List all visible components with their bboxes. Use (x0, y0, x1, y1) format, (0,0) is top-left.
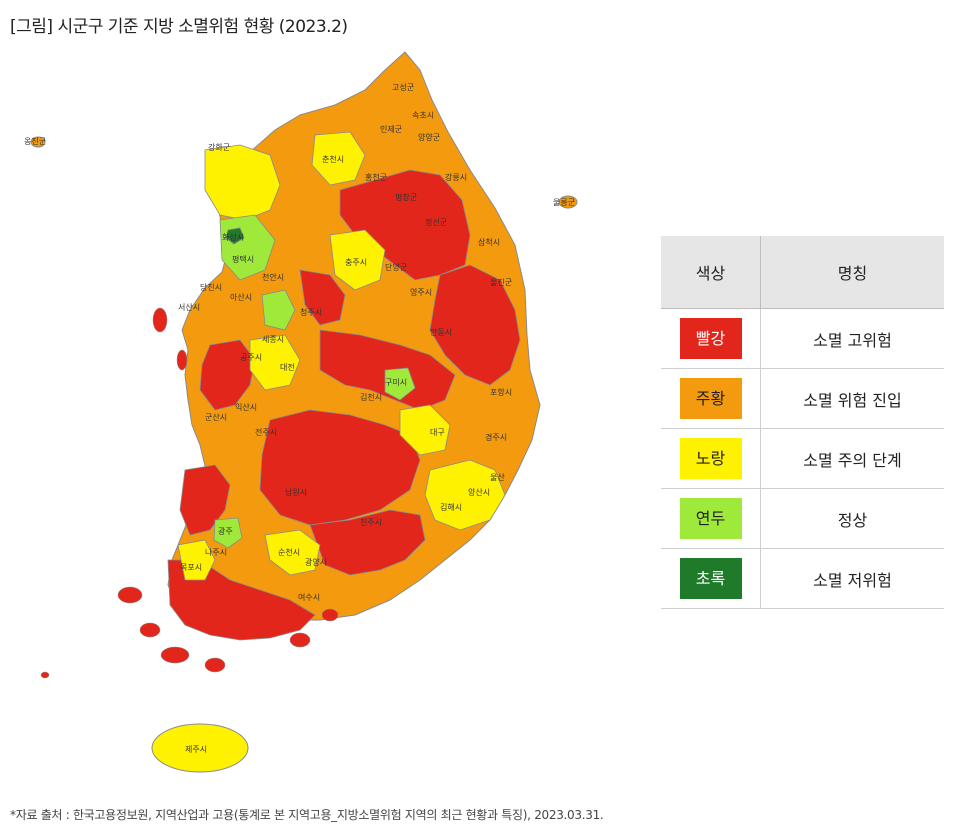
region-gumi (384, 367, 416, 401)
label-yeosu: 여수시 (298, 592, 320, 602)
region-chungbuk-north (299, 269, 346, 326)
label-jeju: 제주시 (185, 745, 207, 754)
page-title: [그림] 시군구 기준 지방 소멸위험 현황 (2023.2) (10, 17, 348, 37)
region-baengnyeong (30, 136, 46, 148)
legend-swatch-cell: 초록 (661, 548, 761, 609)
korea-risk-map: 춘천시 홍천군 인제군 고성군 속초시 양양군 강릉시 평창군 정선군 삼척시 … (24, 51, 578, 773)
legend-swatch: 초록 (679, 558, 742, 599)
label-ulleung: 울릉군 (553, 198, 575, 207)
label-pyeongtaek: 평택시 (232, 254, 254, 264)
legend-name: 소멸 고위험 (760, 308, 944, 369)
label-sokcho: 속초시 (412, 111, 434, 120)
label-jeongseon: 정선군 (425, 217, 447, 227)
label-gimcheon: 김천시 (360, 392, 382, 402)
label-chungju: 충주시 (345, 258, 367, 267)
region-chungbuk-central (329, 229, 386, 291)
legend-swatch: 주황 (679, 378, 742, 419)
legend-swatch-cell: 연두 (661, 488, 761, 549)
region-chuncheon (311, 131, 366, 186)
label-ulsan: 울산 (490, 472, 505, 482)
region-jeju (151, 723, 249, 773)
legend-swatch: 노랑 (679, 438, 742, 479)
region-hwaseong (225, 227, 245, 245)
label-sejong: 세종시 (262, 335, 284, 344)
label-samcheok: 삼척시 (478, 237, 500, 247)
legend-header-color: 색상 (661, 236, 761, 309)
region-ulsan-busan (424, 459, 506, 531)
legend-row: 연두 정상 (661, 488, 944, 549)
legend-row: 노랑 소멸 주의 단계 (661, 428, 944, 489)
legend-name: 소멸 주의 단계 (760, 428, 944, 489)
label-gyeongju: 경주시 (485, 432, 507, 442)
label-andong: 안동시 (430, 327, 452, 337)
label-gumi: 구미시 (385, 378, 407, 387)
label-yangsan: 양산시 (468, 487, 490, 497)
label-cheongju: 청주시 (300, 308, 322, 317)
label-uljin: 울진군 (490, 277, 512, 287)
label-yangyang: 양양군 (418, 133, 440, 142)
label-goseong: 고성군 (392, 83, 414, 92)
legend-row: 초록 소멸 저위험 (661, 548, 944, 609)
label-gwangju: 광주 (218, 526, 233, 536)
label-jinju: 진주시 (360, 517, 382, 527)
legend-name: 소멸 저위험 (760, 548, 944, 609)
label-iksan: 익산시 (235, 402, 257, 412)
legend-row: 주황 소멸 위험 진입 (661, 368, 944, 429)
map-legend: 색상 명칭 빨강 소멸 고위험 주황 소멸 위험 진입 노랑 소멸 주의 단계 연두 정상 초록… (661, 236, 944, 609)
legend-name: 소멸 위험 진입 (760, 368, 944, 429)
southwest-islands (40, 307, 339, 679)
region-chungnam-south (199, 339, 256, 411)
label-chuncheon: 춘천시 (322, 154, 344, 164)
label-daegu: 대구 (430, 428, 445, 437)
legend-swatch-cell: 빨강 (661, 308, 761, 369)
region-gyeongnam-west (309, 509, 426, 576)
region-gumi-area (399, 404, 451, 456)
label-danyang: 단양군 (385, 262, 407, 272)
label-suncheon: 순천시 (278, 547, 300, 557)
label-baengnyeong: 옹진군 (24, 136, 46, 146)
label-naju: 나주시 (205, 548, 227, 557)
region-gyeonggi-north (204, 144, 281, 221)
legend-header-name: 명칭 (760, 236, 944, 309)
legend-swatch: 빨강 (679, 318, 742, 359)
region-gwangju (213, 517, 243, 549)
region-mokpo (177, 539, 216, 581)
label-gimhae: 김해시 (440, 502, 462, 512)
label-dangjin: 당진시 (200, 282, 222, 292)
label-gangneung: 강릉시 (445, 172, 467, 182)
region-ulleung (558, 195, 578, 209)
label-ganghwa: 강화군 (208, 142, 230, 152)
label-daejeon: 대전 (280, 362, 295, 372)
label-pyeongchang: 평창군 (395, 192, 417, 202)
legend-name: 정상 (760, 488, 944, 549)
legend-swatch-cell: 노랑 (661, 428, 761, 489)
label-mokpo: 목포시 (180, 563, 202, 572)
region-jeonbuk-east (259, 409, 421, 526)
label-cheonan: 천안시 (262, 272, 284, 282)
label-namwon: 남원시 (285, 488, 307, 497)
region-sejong (261, 289, 296, 331)
region-suncheon (264, 529, 321, 576)
label-pohang: 포항시 (490, 388, 512, 397)
label-inje: 인제군 (380, 124, 402, 134)
region-gyeongbuk-north (429, 264, 521, 386)
label-gwangyang: 광양시 (305, 557, 327, 567)
label-asan: 아산시 (230, 292, 252, 302)
label-seosan: 서산시 (178, 302, 200, 312)
legend-swatch-cell: 주황 (661, 368, 761, 429)
label-hongcheon: 홍천군 (365, 172, 387, 182)
label-jeonju: 전주시 (255, 427, 277, 437)
label-hwaseong: 화성시 (222, 233, 244, 242)
source-note: *자료 출처 : 한국고용정보원, 지역산업과 고용(통계로 본 지역고용_지방… (10, 808, 604, 822)
legend-row: 빨강 소멸 고위험 (661, 308, 944, 369)
region-daejeon-area (249, 334, 301, 391)
legend-swatch: 연두 (679, 498, 742, 539)
label-gunsan: 군산시 (205, 412, 227, 422)
label-gongju: 공주시 (240, 353, 262, 362)
label-yeongju: 영주시 (410, 287, 432, 297)
